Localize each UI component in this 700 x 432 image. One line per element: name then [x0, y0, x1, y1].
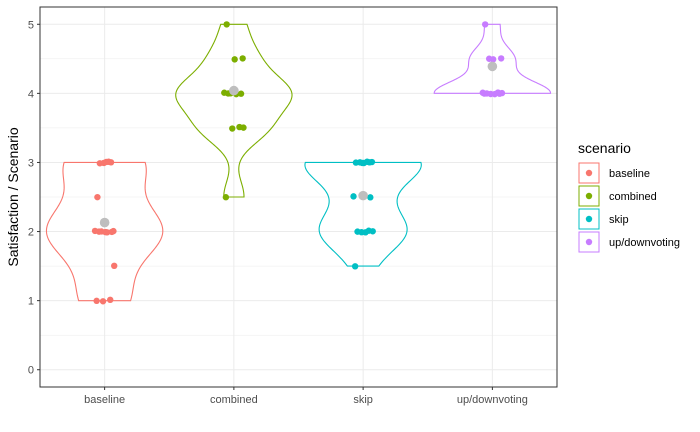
points-layer [91, 21, 506, 305]
legend-key-point [585, 215, 593, 223]
legend-label: baseline [609, 168, 650, 180]
x-tick-label: skip [353, 394, 373, 406]
data-point [237, 90, 245, 97]
violin-combined [175, 23, 293, 198]
x-tick-label: baseline [84, 394, 125, 406]
data-point [239, 55, 246, 62]
legend-key-point [585, 169, 593, 177]
data-point [496, 90, 503, 97]
legend-label: combined [609, 191, 657, 203]
data-point [354, 228, 361, 235]
mean-point [358, 190, 368, 201]
data-point [369, 228, 376, 235]
legend-label: up/downvoting [609, 237, 680, 249]
data-point [221, 89, 228, 96]
data-point [91, 227, 99, 235]
data-point [102, 228, 109, 236]
legend: scenario baseline combined skip up/downvotin… [578, 140, 680, 253]
mean-point [487, 61, 498, 72]
violin-baseline [45, 161, 164, 302]
data-point [107, 159, 115, 166]
data-point [223, 21, 230, 28]
data-point [231, 56, 238, 63]
data-point [94, 193, 101, 201]
panel-frame [39, 6, 558, 388]
data-point [111, 262, 118, 270]
y-tick-label: 1 [28, 296, 34, 308]
legend-label: skip [609, 214, 629, 226]
data-point [240, 124, 247, 131]
legend-key-point [585, 238, 593, 246]
legend-key-point [585, 192, 593, 200]
data-point [359, 159, 366, 167]
data-point [367, 194, 374, 201]
data-point [489, 56, 497, 63]
data-point [229, 125, 236, 132]
x-tick-label: up/downvoting [457, 394, 528, 406]
y-tick-label: 4 [28, 88, 34, 100]
data-point [362, 229, 369, 236]
data-point [350, 193, 357, 200]
data-point [93, 297, 100, 305]
mean-point [99, 217, 110, 228]
plot-panel [40, 7, 557, 387]
y-tick-label: 0 [28, 365, 34, 377]
violin-skip [304, 161, 422, 267]
data-point [352, 159, 360, 166]
data-point [103, 158, 110, 166]
data-point [481, 21, 489, 28]
data-point [479, 89, 486, 96]
axes-layer: 0 1 2 3 4 5 baseline combined skip up/downvoting [28, 19, 528, 406]
data-point [107, 296, 114, 303]
panel-border [39, 6, 558, 388]
x-tick-label: combined [210, 394, 258, 406]
data-point [366, 159, 373, 166]
data-point [491, 90, 498, 98]
legend-title: scenario [578, 140, 631, 156]
mean-point [229, 85, 239, 96]
y-tick-label: 2 [28, 227, 34, 239]
data-point [497, 55, 505, 62]
data-point [351, 263, 359, 270]
y-tick-label: 3 [28, 157, 34, 169]
data-point [110, 227, 117, 235]
y-axis-title: Satisfaction / Scenario [5, 127, 21, 267]
data-point [222, 194, 230, 201]
y-tick-label: 5 [28, 19, 34, 31]
data-point [99, 298, 107, 305]
data-point [96, 160, 104, 167]
